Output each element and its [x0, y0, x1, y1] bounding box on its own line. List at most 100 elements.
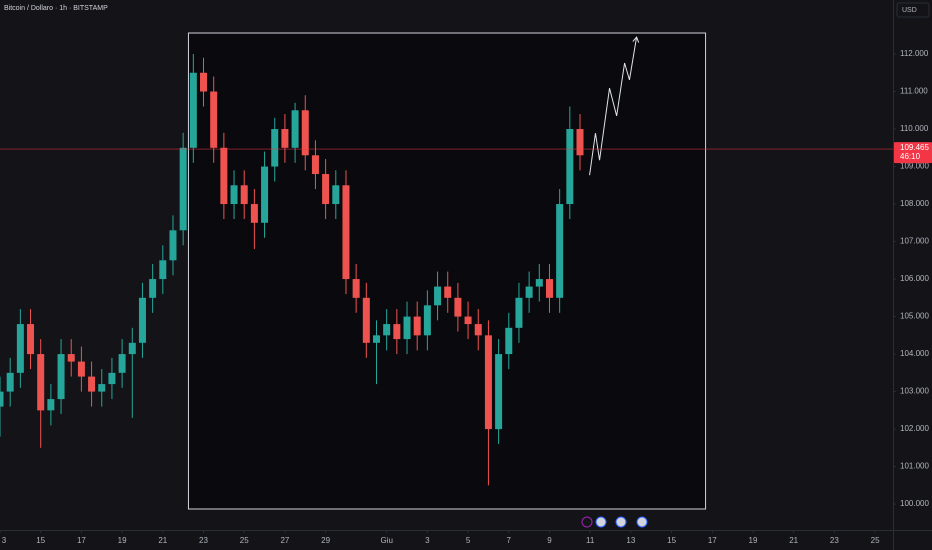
candle-body [27, 324, 35, 355]
y-tick-label: 104.000 [900, 349, 929, 358]
candle-body [454, 297, 462, 317]
candle-body [291, 110, 299, 148]
candle-body [108, 372, 116, 385]
x-tick-label: 17 [708, 536, 717, 545]
x-tick-label: 7 [507, 536, 512, 545]
x-tick-label: 21 [789, 536, 798, 545]
candle-body [372, 335, 380, 343]
candle-body [393, 324, 401, 340]
candle-body [271, 129, 279, 167]
candle-body [189, 72, 197, 148]
candle-body [311, 155, 319, 175]
x-tick-label: 23 [830, 536, 839, 545]
y-tick-label: 103.000 [900, 387, 929, 396]
candle-body [240, 185, 248, 205]
candle-body [332, 185, 340, 205]
candle-body [149, 279, 157, 298]
projection-line [589, 37, 638, 176]
event-icon[interactable] [636, 516, 648, 528]
candle-body [464, 316, 472, 325]
candle-body [200, 72, 208, 92]
candle-body [88, 376, 96, 392]
candle-body [566, 129, 574, 205]
last-price-box [894, 142, 932, 164]
x-tick-label: 9 [547, 536, 552, 545]
candle-body [98, 384, 106, 392]
symbol-title: Bitcoin / Dollaro · 1h · BITSTAMP [4, 5, 108, 12]
event-icon[interactable] [615, 516, 627, 528]
x-tick-label: 13 [626, 536, 635, 545]
candle-body [220, 147, 228, 205]
y-tick-label: 102.000 [900, 424, 929, 433]
candle-body [495, 354, 503, 430]
x-tick-label: 3 [425, 536, 430, 545]
candle-body [423, 305, 431, 336]
x-tick-label: 5 [466, 536, 471, 545]
candle-body [118, 354, 126, 373]
candle-body [261, 166, 269, 223]
y-tick-label: 108.000 [900, 199, 929, 208]
projection-arrowhead [632, 36, 640, 43]
candle-body [556, 204, 564, 298]
candle-body [0, 391, 4, 407]
currency[interactable]: USD [902, 7, 917, 14]
candle-body [403, 316, 411, 340]
x-tick-label: 15 [667, 536, 676, 545]
drawing-rectangle [187, 32, 707, 510]
y-tick-label: 107.000 [900, 237, 929, 246]
countdown-label: 46:10 [900, 152, 921, 161]
candle-body [322, 174, 330, 205]
event-icon[interactable] [595, 516, 607, 528]
y-tick-label: 109.000 [900, 162, 929, 171]
plot-area [0, 32, 707, 510]
candle-body [6, 372, 14, 392]
x-tick-label: 15 [36, 536, 45, 545]
x-tick-label: Giu [380, 536, 392, 545]
candle-body [47, 399, 55, 411]
candle-body [179, 147, 187, 231]
candle-body [413, 316, 421, 336]
candle-body [362, 297, 370, 343]
candle-body [67, 354, 75, 362]
candle-body [301, 110, 309, 156]
candle-body [535, 279, 543, 287]
currency-button[interactable] [896, 2, 930, 18]
candle-body [576, 129, 584, 156]
candle-body [545, 279, 553, 298]
candle-body [525, 286, 533, 298]
candle-body [474, 324, 482, 336]
candle-body [250, 204, 258, 223]
x-tick-label: 19 [118, 536, 127, 545]
y-tick-label: 110.000 [900, 124, 929, 133]
x-tick-label: 23 [199, 536, 208, 545]
candle-body [352, 279, 360, 298]
candle-body [484, 335, 492, 430]
x-tick-label: 29 [321, 536, 330, 545]
y-tick-label: 105.000 [900, 312, 929, 321]
candle-body [505, 327, 513, 355]
x-tick-label: 17 [77, 536, 86, 545]
candle-body [210, 91, 218, 148]
event-icon[interactable] [581, 516, 593, 528]
x-tick-label: 3 [2, 536, 7, 545]
candle-body [37, 354, 45, 411]
y-tick-label: 100.000 [900, 499, 929, 508]
candle-body [159, 260, 167, 280]
last-price-label: 109.465 [900, 143, 929, 152]
candle-body [57, 354, 65, 400]
x-tick-label: 25 [240, 536, 249, 545]
candle-body [128, 342, 136, 355]
candle-body [434, 286, 442, 306]
candle-body [281, 129, 289, 148]
candle-body [383, 324, 391, 336]
y-tick-label: 106.000 [900, 274, 929, 283]
candle-body [230, 185, 238, 205]
y-tick-label: 101.000 [900, 462, 929, 471]
candle-body [16, 324, 24, 373]
x-tick-label: 21 [158, 536, 167, 545]
event-icons [581, 516, 648, 528]
x-tick-label: 25 [871, 536, 880, 545]
candle-body [169, 230, 177, 261]
